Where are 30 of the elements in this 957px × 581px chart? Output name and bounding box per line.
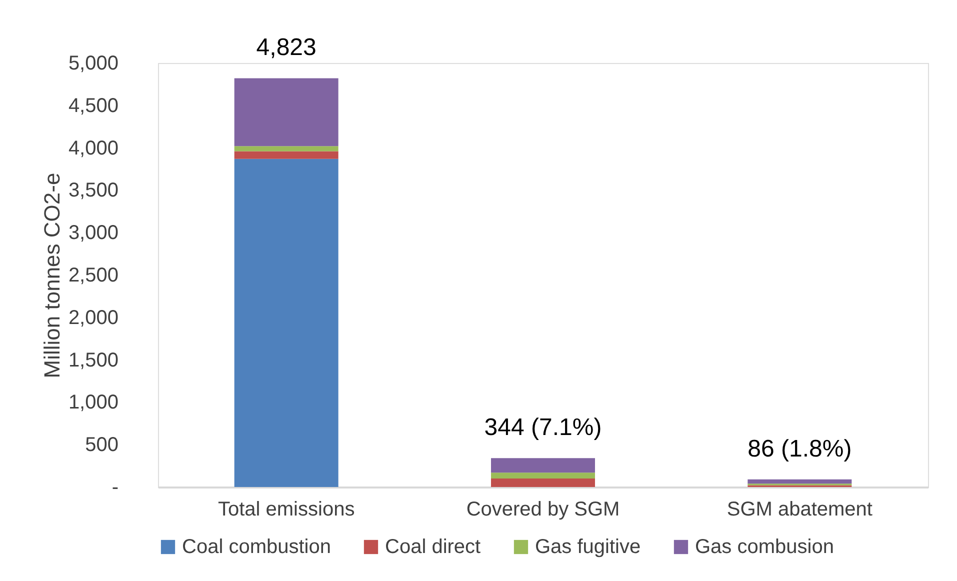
y-tick-label: 3,500 xyxy=(68,180,118,202)
bar xyxy=(491,458,595,473)
legend-label: Gas combusion xyxy=(695,536,834,558)
legend-label: Coal direct xyxy=(385,536,482,558)
annotation: 4,823 xyxy=(256,34,316,62)
legend-label: Coal combustion xyxy=(182,536,331,558)
bar xyxy=(748,479,852,484)
y-tick-label: 1,000 xyxy=(68,392,118,414)
y-tick-label: 4,500 xyxy=(68,94,118,117)
bar xyxy=(234,158,338,487)
bar xyxy=(234,78,338,146)
y-tick-label: 1,500 xyxy=(68,349,118,372)
annotation: 344 (7.1%) xyxy=(484,414,602,441)
bar xyxy=(491,472,595,479)
bar xyxy=(491,478,595,487)
bar xyxy=(234,146,338,152)
y-tick-label: 5,000 xyxy=(68,52,118,74)
y-tick-label: 3,000 xyxy=(68,222,118,244)
annotation: 86 (1.8%) xyxy=(748,436,852,463)
x-tick-label: SGM abatement xyxy=(726,498,873,520)
legend-label: Gas fugitive xyxy=(535,536,641,558)
y-tick-label: 4,000 xyxy=(68,137,118,160)
x-tick-label: Total emissions xyxy=(218,498,355,520)
y-tick-label: 2,000 xyxy=(68,306,118,329)
x-tick-label: Covered by SGM xyxy=(466,498,620,520)
y-axis-title: Million tonnes CO2-e xyxy=(39,172,64,378)
bar xyxy=(234,151,338,159)
y-tick-label: - xyxy=(112,476,118,498)
y-tick-label: 2,500 xyxy=(68,264,118,286)
y-tick-label: 500 xyxy=(85,434,118,456)
